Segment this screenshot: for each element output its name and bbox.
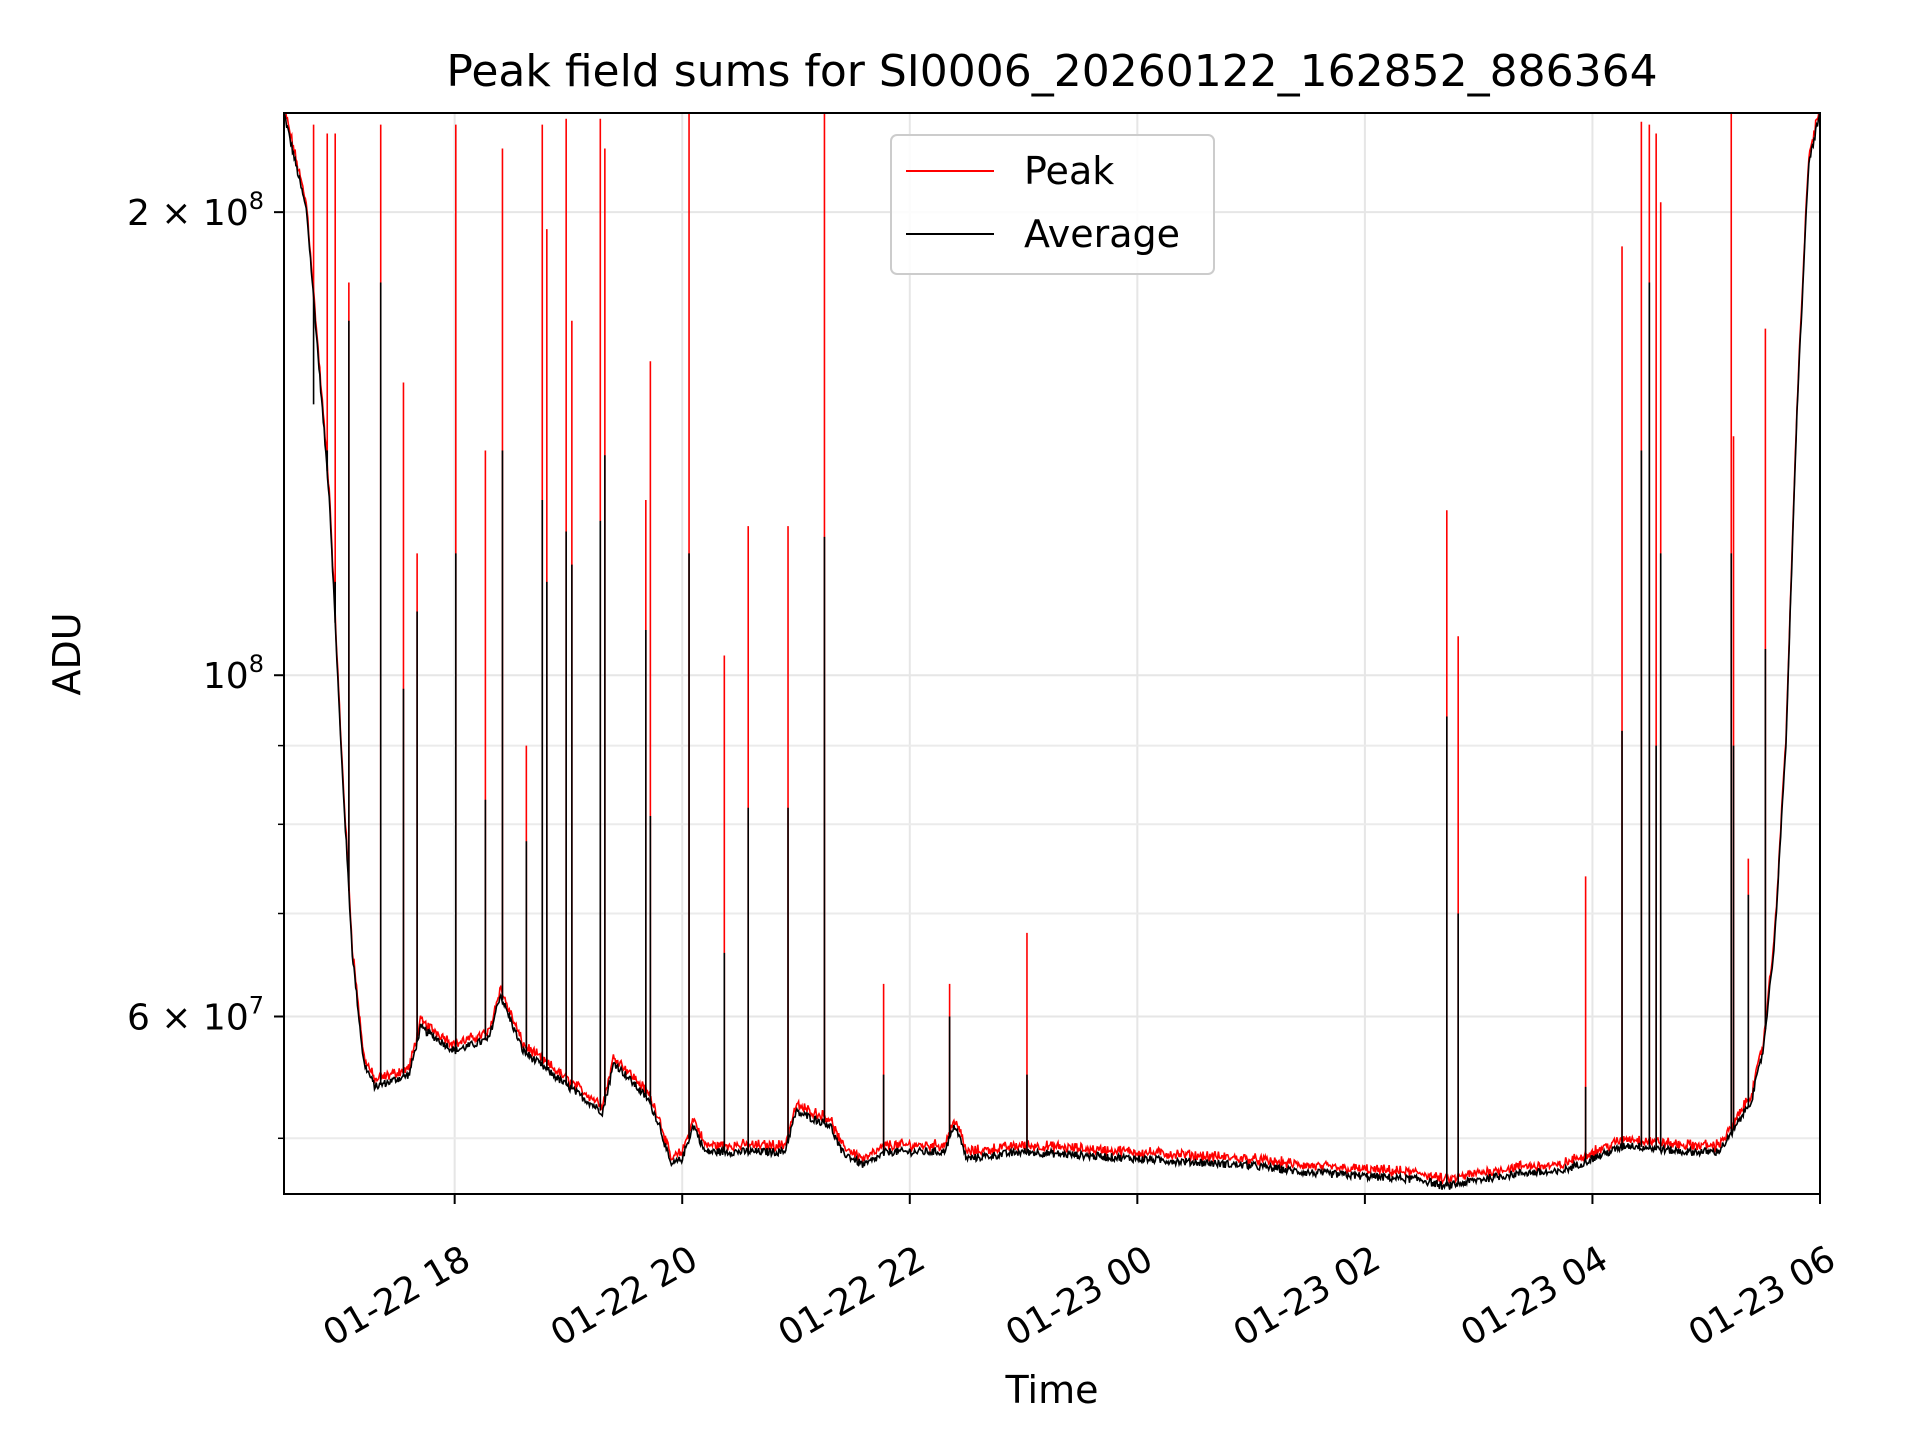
grid: [284, 113, 1821, 1194]
average-line: [284, 113, 1820, 1190]
y-tick-label: 6 × 107: [127, 991, 264, 1038]
legend-peak-label: Peak: [1024, 149, 1114, 193]
y-axis: 2 × 108 108 6 × 107: [127, 187, 284, 1140]
average-overlay-group: [284, 113, 1820, 1190]
y-axis-label: ADU: [45, 612, 89, 695]
legend-box: [890, 134, 1215, 275]
axes-frame: [283, 112, 1821, 1195]
y-tick-label: 108: [203, 650, 264, 697]
y-tick-label: 2 × 108: [127, 187, 264, 234]
x-axis-label: Time: [1005, 1368, 1099, 1412]
chart-title: Peak field sums for SI0006_20260122_1628…: [446, 46, 1657, 97]
plot-area: [284, 113, 1820, 1190]
legend-average-label: Average: [1024, 212, 1180, 256]
peak-line: [285, 113, 1820, 1185]
legend: Peak Average: [890, 134, 1215, 275]
